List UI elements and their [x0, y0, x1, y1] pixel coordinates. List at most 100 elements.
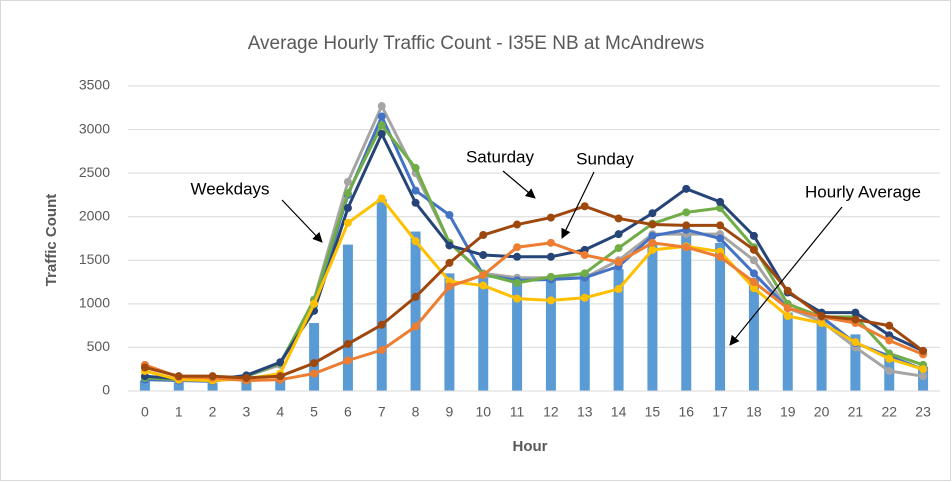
marker	[749, 245, 758, 254]
marker	[919, 365, 928, 374]
marker	[749, 231, 758, 240]
x-tick-label: 10	[475, 404, 491, 420]
x-tick-label: 22	[881, 404, 897, 420]
bar	[681, 234, 692, 391]
x-tick-label: 13	[577, 404, 593, 420]
marker	[580, 251, 589, 260]
marker	[919, 346, 928, 355]
marker	[580, 293, 589, 302]
annotation: Saturday	[466, 147, 535, 166]
x-tick-label: 18	[746, 404, 762, 420]
marker	[377, 112, 386, 121]
marker	[580, 269, 589, 278]
annotation: Hourly Average	[805, 182, 921, 201]
marker	[851, 338, 860, 347]
x-tick-label: 17	[712, 404, 728, 420]
x-tick-label: 20	[814, 404, 830, 420]
marker	[479, 271, 488, 280]
marker	[343, 356, 352, 365]
marker	[648, 238, 657, 247]
marker	[648, 220, 657, 229]
y-tick-label: 3500	[79, 77, 110, 93]
bar	[850, 334, 861, 391]
marker	[648, 231, 657, 240]
marker	[310, 299, 319, 308]
bar	[444, 273, 455, 391]
marker	[885, 336, 894, 345]
x-tick-label: 1	[175, 404, 183, 420]
bar	[782, 312, 793, 391]
bar	[410, 231, 421, 391]
marker	[648, 245, 657, 254]
y-axis-title: Traffic Count	[43, 194, 60, 287]
x-tick-label: 23	[915, 404, 931, 420]
marker	[343, 204, 352, 212]
arrow	[729, 206, 843, 346]
marker	[546, 296, 555, 305]
marker	[682, 221, 691, 230]
bar	[376, 199, 387, 391]
marker	[783, 304, 792, 313]
bar	[545, 277, 556, 391]
marker	[479, 231, 488, 240]
marker	[174, 372, 183, 381]
x-axis-title: Hour	[513, 438, 548, 455]
marker	[242, 373, 251, 382]
line	[144, 204, 924, 380]
y-tick-label: 2500	[79, 164, 110, 180]
marker	[445, 282, 454, 291]
arrow	[281, 199, 323, 243]
marker	[614, 230, 623, 239]
marker	[411, 237, 420, 246]
x-tick-label: 3	[243, 404, 251, 420]
marker	[648, 209, 657, 218]
marker	[343, 339, 352, 348]
bar	[478, 277, 489, 391]
marker	[716, 221, 725, 230]
marker	[513, 252, 522, 261]
marker	[614, 285, 623, 294]
marker	[377, 194, 386, 203]
marker	[445, 258, 454, 267]
marker	[716, 234, 725, 243]
marker	[546, 238, 555, 247]
marker	[682, 243, 691, 252]
marker	[817, 319, 826, 328]
line	[144, 241, 924, 383]
y-tick-label: 2000	[79, 207, 110, 223]
annotation-arrows	[281, 170, 843, 346]
marker	[377, 346, 386, 355]
marker	[513, 243, 522, 252]
marker	[513, 294, 522, 303]
marker	[343, 177, 352, 186]
x-tick-label: 2	[209, 404, 217, 420]
bar	[139, 380, 150, 391]
y-tick-label: 1500	[79, 251, 110, 267]
x-tick-label: 5	[310, 404, 318, 420]
marker	[614, 214, 623, 223]
marker	[817, 312, 826, 321]
marker	[716, 197, 725, 206]
marker	[614, 258, 623, 267]
marker	[411, 322, 420, 331]
marker	[377, 320, 386, 329]
y-tick-label: 3000	[79, 120, 110, 136]
arrow	[561, 171, 595, 239]
x-tick-label: 4	[276, 404, 284, 420]
x-tick-label: 16	[678, 404, 694, 420]
bar	[173, 382, 184, 391]
bar	[309, 323, 320, 391]
x-tick-label: 9	[446, 404, 454, 420]
marker	[140, 363, 149, 372]
annotation: Weekdays	[190, 179, 269, 198]
x-tick-label: 21	[848, 404, 864, 420]
marker	[919, 372, 928, 381]
marker	[546, 213, 555, 222]
bar	[342, 244, 353, 391]
bar	[512, 277, 523, 391]
marker	[885, 354, 894, 363]
arrow	[502, 170, 536, 199]
x-tick-label: 6	[344, 404, 352, 420]
marker	[580, 202, 589, 211]
